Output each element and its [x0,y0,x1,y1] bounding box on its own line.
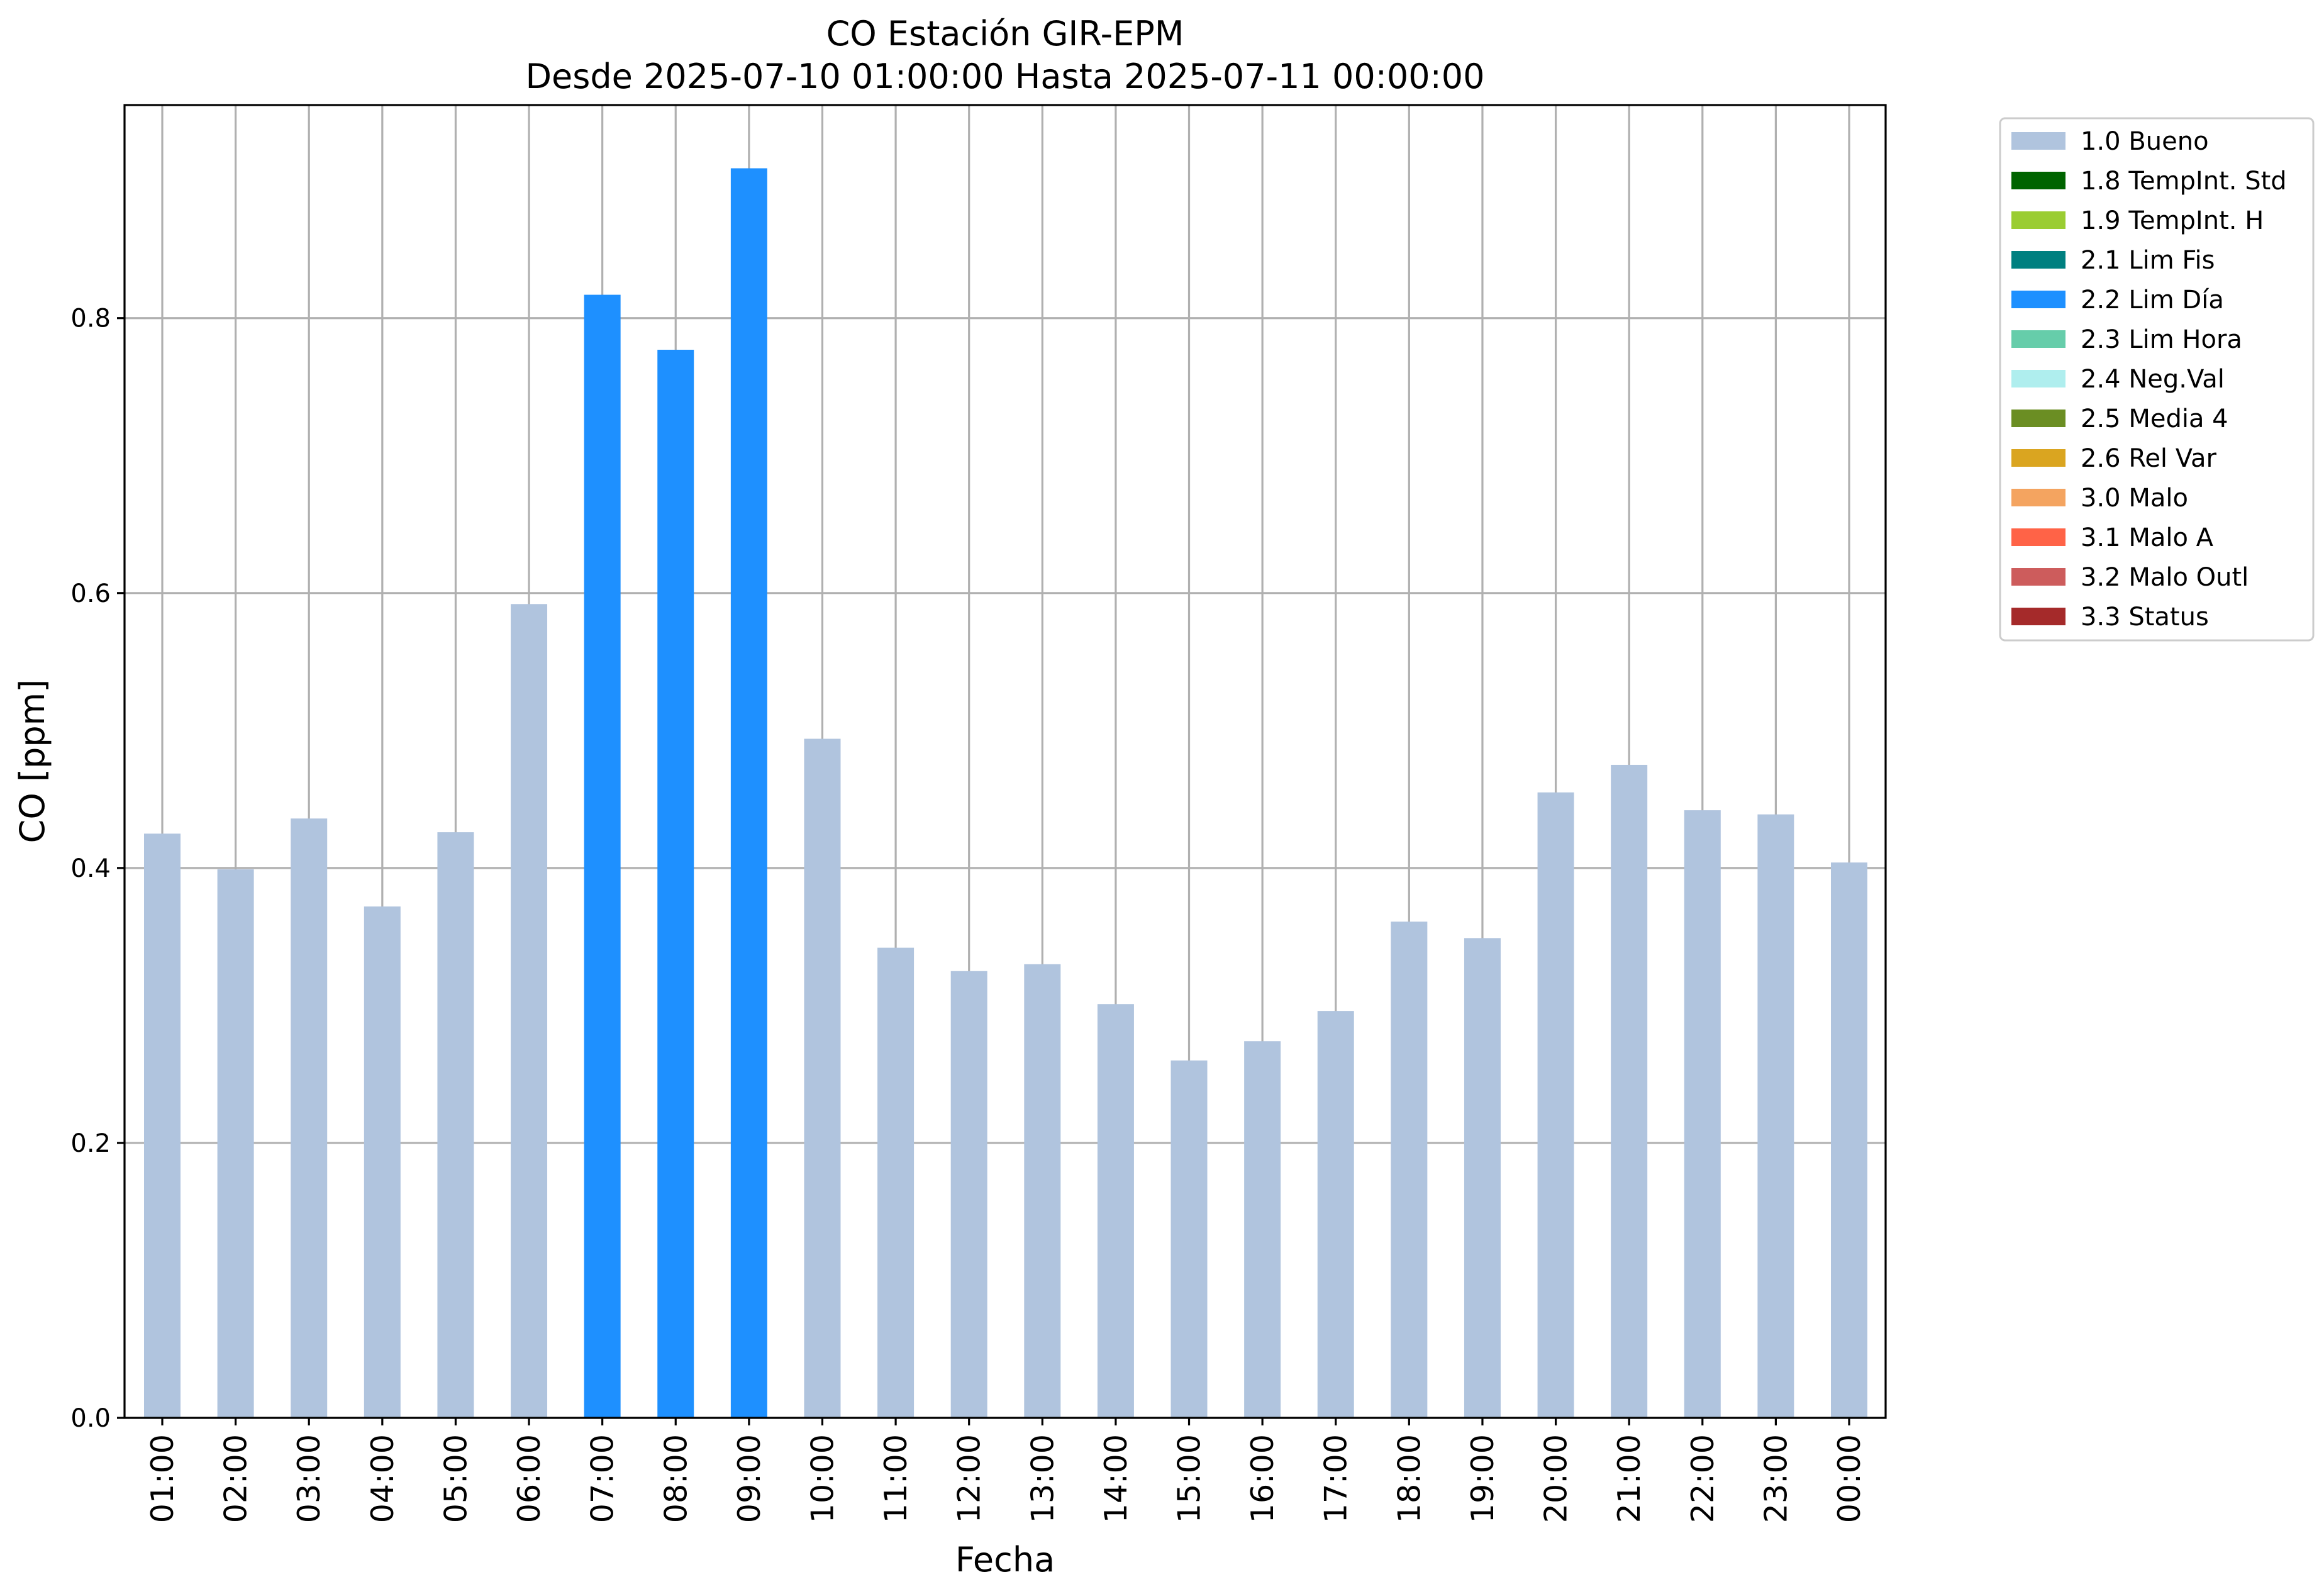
y-axis-ticks: 0.0 0.2 0.4 0.6 0.8 [70,304,125,1433]
x-tick-label: 03:00 [291,1434,327,1523]
bar-0800 [657,349,694,1418]
x-tick-label: 11:00 [878,1434,914,1523]
chart-subtitle: Desde 2025-07-10 01:00:00 Hasta 2025-07-… [525,57,1484,96]
legend-label: 2.6 Rel Var [2081,444,2217,473]
legend-swatch [2011,251,2065,269]
x-tick-label: 07:00 [585,1434,621,1523]
chart-title: CO Estación GIR-EPM [826,14,1184,53]
bar-0400 [364,906,401,1418]
bar-1100 [877,947,915,1418]
bar-1000 [804,738,841,1418]
legend-frame [1999,117,2315,642]
legend-label: 3.2 Malo Outl [2081,563,2249,592]
legend-swatch [2011,568,2065,586]
bar-0700 [584,294,621,1418]
x-tick-label: 17:00 [1318,1434,1354,1523]
bar-0100 [144,833,181,1418]
legend-swatch [2011,449,2065,467]
legend-swatch [2011,410,2065,427]
x-tick-label: 20:00 [1538,1434,1574,1523]
legend-label: 3.3 Status [2081,603,2209,632]
x-axis-ticks: 01:00 02:00 03:00 04:00 05:00 06:00 07:00 08:00… [145,1418,1867,1523]
bar-2300 [1757,814,1794,1418]
bar-2000 [1537,792,1574,1418]
legend: 1.0 Bueno 1.8 TempInt. Std 1.9 TempInt. H 2… [1999,117,2315,642]
bar-1200 [950,971,987,1418]
x-tick-label: 00:00 [1832,1434,1867,1523]
bar-1800 [1391,922,1428,1418]
bar-2200 [1684,810,1721,1418]
x-tick-label: 21:00 [1611,1434,1647,1523]
plot-frame [123,104,1887,1419]
bar-0300 [291,818,328,1418]
legend-label: 1.8 TempInt. Std [2081,167,2287,196]
bar-1600 [1244,1041,1281,1418]
bars [144,168,1867,1418]
x-tick-label: 13:00 [1025,1434,1060,1523]
bar-1300 [1024,964,1061,1418]
x-tick-label: 08:00 [658,1434,694,1523]
legend-swatch [2011,132,2065,150]
x-tick-label: 19:00 [1465,1434,1501,1523]
x-tick-label: 22:00 [1685,1434,1721,1523]
legend-label: 1.9 TempInt. H [2081,206,2264,235]
legend-swatch [2011,370,2065,387]
bar-1500 [1170,1060,1208,1418]
legend-swatch [2011,608,2065,625]
bar-0600 [511,604,548,1418]
legend-label: 2.2 Lim Día [2081,286,2224,315]
y-tick-label: 0.8 [70,304,111,333]
legend-swatch [2011,330,2065,348]
bar-1400 [1097,1004,1134,1418]
bar-1700 [1317,1011,1354,1418]
legend-swatch [2011,172,2065,189]
x-tick-label: 14:00 [1098,1434,1134,1523]
legend-swatch [2011,489,2065,506]
legend-label: 3.1 Malo A [2081,523,2214,552]
legend-swatch [2011,211,2065,229]
x-tick-label: 15:00 [1172,1434,1208,1523]
x-tick-label: 12:00 [952,1434,987,1523]
x-tick-label: 06:00 [511,1434,547,1523]
bar-2100 [1611,764,1648,1418]
x-tick-label: 04:00 [365,1434,401,1523]
bar-0000 [1831,862,1867,1418]
x-tick-label: 10:00 [804,1434,840,1523]
x-tick-label: 01:00 [145,1434,181,1523]
legend-swatch [2011,528,2065,546]
legend-label: 2.1 Lim Fis [2081,246,2215,275]
x-tick-label: 16:00 [1245,1434,1281,1523]
legend-label: 1.0 Bueno [2081,127,2209,156]
bar-0500 [437,832,474,1418]
x-gridlines [161,105,1850,1418]
bar-0200 [217,869,254,1418]
bar-0900 [730,168,767,1418]
bar-1900 [1464,938,1501,1418]
legend-label: 2.3 Lim Hora [2081,325,2242,354]
legend-label: 2.5 Media 4 [2081,404,2228,433]
x-axis-label: Fecha [955,1540,1055,1580]
x-tick-label: 02:00 [218,1434,254,1523]
y-axis-label: CO [ppm] [13,679,52,844]
y-tick-label: 0.6 [70,579,111,608]
x-tick-label: 18:00 [1391,1434,1427,1523]
x-tick-label: 05:00 [438,1434,474,1523]
legend-label: 3.0 Malo [2081,484,2188,513]
y-tick-label: 0.0 [70,1404,111,1433]
legend-swatch [2011,291,2065,308]
legend-label: 2.4 Neg.Val [2081,365,2225,394]
x-tick-label: 09:00 [731,1434,767,1523]
y-tick-label: 0.2 [70,1129,111,1158]
x-tick-label: 23:00 [1758,1434,1794,1523]
y-tick-label: 0.4 [70,854,111,883]
